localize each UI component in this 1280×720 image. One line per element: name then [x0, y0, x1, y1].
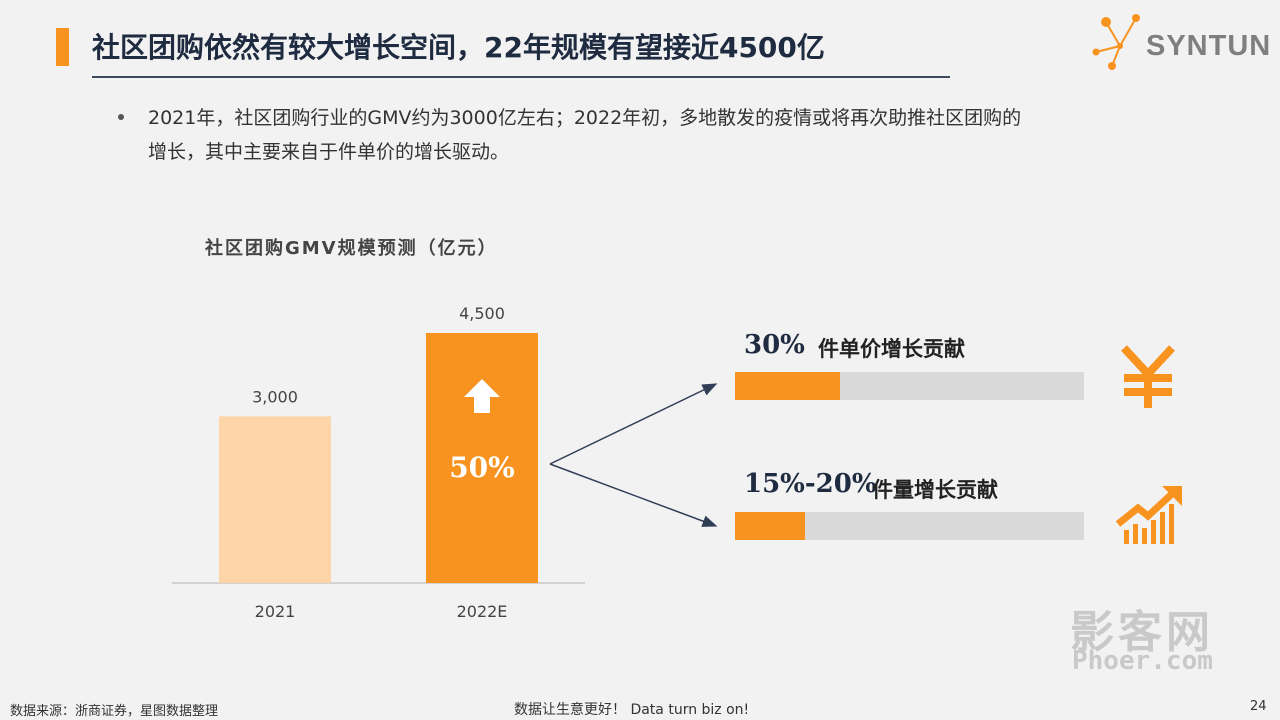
driver-pct-volume: 15%-20% — [744, 469, 877, 499]
gmv-bar-chart: 3,000 2021 4,500 2022E 50% — [172, 304, 585, 621]
growth-chart-icon — [1116, 486, 1182, 544]
footer-source: 数据来源：浙商证券，星图数据整理 — [10, 704, 219, 719]
bullet-line-2: 增长，其中主要来自于件单价的增长驱动。 — [148, 141, 510, 163]
driver-pct-unit-price: 30% — [744, 330, 805, 360]
chart-title: 社区团购GMV规模预测（亿元） — [205, 238, 498, 259]
unit-price-progress-fill — [735, 372, 840, 400]
watermark-chinese: 影客网 — [1070, 607, 1214, 658]
x-tick-label: 2022E — [457, 602, 508, 621]
page-number: 24 — [1250, 699, 1267, 714]
unit-price-progress-track — [735, 372, 1084, 400]
driver-arrows — [549, 383, 718, 527]
bar-2022E — [426, 333, 538, 583]
volume-progress-track — [735, 512, 1084, 540]
watermark-english: Phoer.com — [1072, 646, 1213, 676]
footer-slogan: 数据让生意更好！ Data turn biz on! — [514, 702, 750, 718]
bullet-line-1: 2021年，社区团购行业的GMV约为3000亿左右；2022年初，多地散发的疫情… — [148, 107, 1022, 129]
driver-label-volume: 件量增长贡献 — [872, 478, 998, 502]
bar-value-label: 3,000 — [252, 387, 298, 406]
slide-title: 社区团购依然有较大增长空间，22年规模有望接近4500亿 — [92, 31, 825, 64]
title-accent-bar — [56, 28, 69, 66]
yen-icon — [1121, 345, 1175, 408]
driver-label-unit-price: 件单价增长贡献 — [818, 337, 965, 361]
bar-value-label: 4,500 — [459, 304, 505, 323]
bullet-paragraph: 2021年，社区团购行业的GMV约为3000亿左右；2022年初，多地散发的疫情… — [148, 101, 1248, 169]
title-divider — [92, 76, 950, 78]
arrow-to-unit-price — [549, 383, 718, 465]
growth-label: 50% — [449, 451, 515, 484]
bar-2021 — [219, 416, 331, 583]
up-arrow-icon — [464, 379, 500, 413]
logo-wordmark: SYNTUN — [1146, 30, 1272, 62]
syntun-logo-icon — [1092, 14, 1140, 70]
volume-progress-fill — [735, 512, 805, 540]
arrow-to-volume — [549, 463, 718, 527]
bullet-dot — [118, 114, 124, 120]
x-tick-label: 2021 — [255, 602, 296, 621]
